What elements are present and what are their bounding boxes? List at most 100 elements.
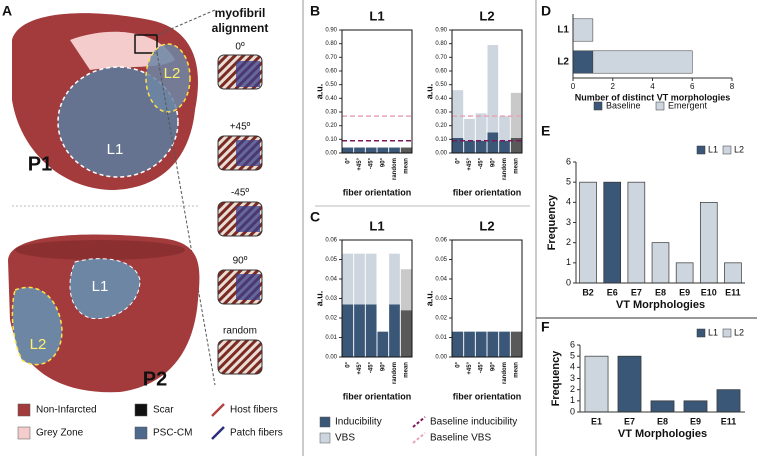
legend-line [211,403,225,417]
orientation-label: 90º [233,256,248,267]
bar [365,253,377,305]
patch-label: L1 [107,141,124,158]
y-tick-label: 0.80 [325,41,337,47]
y-tick-label: 0.06 [435,238,447,244]
y-tick-label: 0.05 [435,257,447,263]
bar [572,18,594,42]
x-axis-label: fiber orientation [343,391,412,401]
heart-p1 [12,9,216,386]
x-axis-label: fiber orientation [453,391,522,401]
chart-title: L1 [369,218,384,233]
bar [651,242,670,284]
legend-line [211,426,225,440]
bar [452,137,464,153]
x-tick-label: E7 [624,416,635,426]
legend-label: L2 [734,327,744,337]
bar [627,181,646,284]
y-axis-label: Frequency [546,194,558,251]
y-tick-label: 6 [570,339,575,349]
legend-label: Non-Infarcted [36,405,97,416]
bar [592,50,693,74]
y-tick-label: 0.00 [435,355,447,361]
x-tick-label: E1 [591,416,602,426]
bar [699,201,718,284]
x-tick-label: B2 [582,287,594,297]
y-tick-label: L1 [557,25,569,36]
orientation-label: random [223,326,257,337]
legend-swatch [134,403,148,417]
bar [365,304,377,357]
legend-swatch [593,101,603,111]
y-tick-label: 0 [570,406,575,416]
panel-label: B [310,3,320,19]
bar [354,147,365,153]
legend-swatch [722,145,732,155]
y-tick-label: 5 [570,351,575,361]
legend-label: Scar [153,405,174,416]
bar [487,132,499,153]
legend-label: Baseline VBS [430,433,491,444]
y-tick-label: 0.00 [325,151,337,157]
x-axis-label: VT Morphologies [616,299,705,311]
y-tick-label: 0.10 [325,137,337,143]
y-tick-label: 0.20 [435,123,447,129]
bar [342,304,354,357]
y-tick-label: 0.10 [435,137,447,143]
x-axis-label: fiber orientation [453,187,522,197]
plot-frame [341,29,413,154]
bar [716,389,741,413]
x-axis-label: Number of distinct VT morphologies [575,92,731,102]
plot-frame [451,29,523,154]
bar [377,331,389,357]
x-tick-label: mean [514,362,520,378]
bar [464,118,475,141]
x-tick-label: +45° [357,361,363,374]
bar [475,331,487,357]
x-tick-label: +45° [467,157,473,170]
legend-label: Baseline inducibility [430,417,517,428]
x-tick-label: E9 [679,287,690,297]
legend-label: L2 [734,144,744,154]
y-tick-label: 0.30 [435,110,447,116]
bar [464,140,475,153]
y-tick-label: 0.04 [325,277,337,283]
heart-p2 [8,234,200,393]
bar [365,147,377,153]
x-tick-label: E7 [631,287,642,297]
x-tick-label: E11 [725,287,741,297]
y-tick-label: 3 [570,373,575,383]
panel-label: F [541,319,550,335]
legend-swatch [134,426,148,440]
y-tick-label: 0.02 [325,316,337,322]
y-tick-label: 3 [566,217,571,227]
bar [400,310,412,357]
bar [724,262,742,284]
bar [354,253,365,305]
x-tick-label: -45° [479,157,485,169]
x-tick-label: 0° [455,361,461,367]
bar [400,269,412,311]
x-tick-label: 6 [690,82,695,91]
x-axis-label: fiber orientation [343,187,412,197]
legend-swatch [319,416,331,428]
panel-label: C [310,209,320,225]
y-axis-label: a.u. [314,291,324,307]
bar [452,331,464,357]
y-tick-label: 0.04 [435,277,447,283]
y-axis-label: a.u. [424,291,434,307]
bar [650,400,675,413]
y-tick-label: 0.20 [325,123,337,129]
y-tick-label: 0.03 [325,296,337,302]
x-tick-label: E9 [690,416,701,426]
bar [377,147,389,153]
y-tick-label: 2 [566,237,571,247]
legend-label: Emergent [668,100,708,110]
orientation-label: -45º [231,188,249,199]
x-tick-label: -45° [479,361,485,373]
y-tick-label: 0.30 [325,110,337,116]
bar [499,331,510,357]
y-tick-label: 0.00 [435,151,447,157]
patch-label: L2 [30,336,47,353]
y-tick-label: 0.40 [435,96,447,102]
